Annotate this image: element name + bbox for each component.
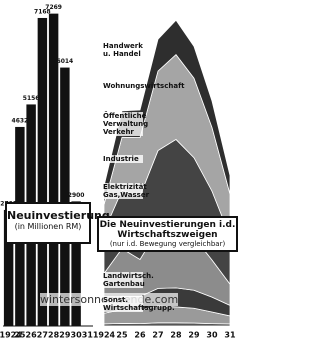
x-tick-label: 29 (188, 331, 200, 340)
bar (37, 17, 48, 327)
series-label: Elektrizität Gas,Wasser (103, 183, 150, 199)
bar (48, 13, 59, 327)
area-title-box: Die Neuinvestierungen i.d. Wirtschaftszw… (97, 216, 238, 252)
value-label: 4632 (12, 117, 29, 124)
bar (71, 201, 81, 326)
x-tick-label: 29 (59, 331, 71, 340)
bar (60, 67, 70, 326)
bar-title-box: Neuinvestierung (in Millionen RM) (5, 202, 110, 244)
series-label: Wohnungswirtschaft (103, 82, 185, 90)
x-tick-label: 26 (26, 331, 38, 340)
x-tick-label: 27 (152, 331, 163, 340)
x-tick-label: 25 (14, 331, 26, 340)
value-label: 5156 (23, 95, 40, 102)
value-label: 7269 (45, 4, 62, 11)
x-tick-label: 30 (206, 331, 218, 340)
series-label: Industrie (103, 155, 143, 163)
chart-title: Die Neuinvestierungen i.d. Wirtschaftszw… (99, 220, 236, 240)
value-label: 2900 (68, 192, 85, 199)
x-tick-label: 1924 (93, 331, 116, 340)
x-tick-label: 25 (116, 331, 128, 340)
bar (3, 209, 14, 326)
series-label: Landwirtsch. Gartenbau (103, 272, 154, 288)
value-label: 6014 (57, 58, 74, 65)
series-label: Handwerk u. Handel (103, 42, 143, 58)
series-label: Sonst. Wirtschaftsgrupp. (103, 296, 175, 312)
series-label: Öffentliche Verwaltung Verkehr (103, 112, 149, 136)
x-tick-label: 1924 (0, 331, 22, 340)
x-tick-label: 31 (224, 331, 236, 340)
x-tick-label: 28 (48, 331, 60, 340)
value-label: 7168 (34, 8, 51, 15)
chart-subtitle: (nur i.d. Bewegung vergleichbar) (109, 240, 226, 248)
x-tick-label: 28 (170, 331, 182, 340)
page: 1924270125463226515627716828726929601430… (0, 4, 238, 340)
x-tick-label: 30 (71, 331, 83, 340)
x-tick-label: 26 (134, 331, 146, 340)
chart-title: Neuinvestierung (7, 209, 110, 222)
area (103, 19, 231, 205)
x-tick-label: 31 (82, 331, 94, 340)
x-tick-label: 27 (37, 331, 48, 340)
chart-subtitle: (in Millionen RM) (14, 222, 82, 231)
